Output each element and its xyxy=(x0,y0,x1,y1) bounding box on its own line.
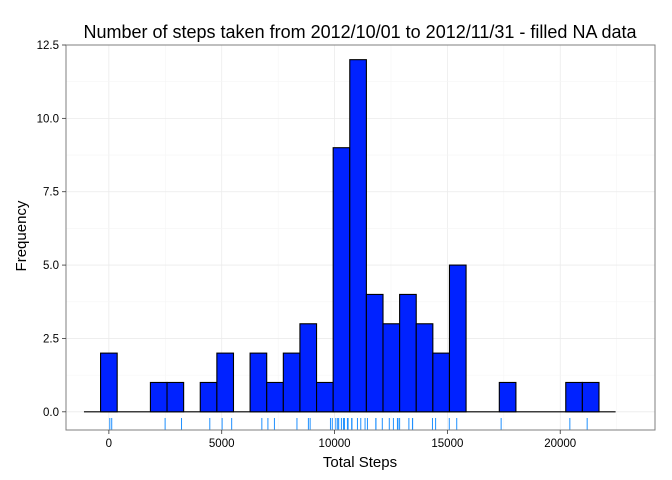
x-tick-label: 5000 xyxy=(209,438,235,450)
y-axis-title: Frequency xyxy=(13,200,30,271)
y-tick-label: 10.0 xyxy=(37,113,59,125)
histogram-bar xyxy=(249,352,268,413)
histogram-bar xyxy=(432,352,451,413)
x-tick-label: 0 xyxy=(106,438,112,450)
histogram-bar xyxy=(316,381,334,413)
histogram-bar xyxy=(166,381,185,413)
y-axis-ticks: 0.0 2.5 5.0 7.5 10.0 12.5 xyxy=(37,40,66,419)
histogram-bar xyxy=(216,352,235,413)
histogram-bar xyxy=(100,352,118,413)
y-tick-label: 0.0 xyxy=(43,407,59,419)
y-tick-label: 5.0 xyxy=(43,260,59,272)
rug-marks xyxy=(109,418,588,430)
histogram-bar xyxy=(399,293,417,413)
histogram-bar xyxy=(382,323,401,413)
histogram-bar xyxy=(581,381,600,413)
histogram-bar xyxy=(565,381,583,413)
x-tick-label: 10000 xyxy=(319,438,351,450)
histogram-bar xyxy=(282,352,301,413)
histogram-bar xyxy=(266,381,284,413)
histogram-bar xyxy=(349,59,367,413)
histogram-bar xyxy=(415,323,434,413)
y-tick-label: 12.5 xyxy=(37,40,59,52)
x-tick-label: 20000 xyxy=(544,438,576,450)
y-tick-label: 2.5 xyxy=(43,333,59,345)
histogram-bar xyxy=(365,293,384,413)
histogram-bar xyxy=(199,381,218,413)
x-tick-label: 15000 xyxy=(431,438,463,450)
histogram-bar xyxy=(498,381,517,413)
histogram-bar xyxy=(149,381,168,413)
histogram-bar xyxy=(299,323,318,413)
plot-panel-border xyxy=(65,44,656,431)
x-axis-title: Total Steps xyxy=(323,454,397,471)
chart-title: Number of steps taken from 2012/10/01 to… xyxy=(83,22,637,42)
x-axis-ticks: 0 5000 10000 15000 20000 xyxy=(106,430,576,450)
histogram-bar xyxy=(332,147,351,413)
histogram-bars xyxy=(83,59,616,413)
y-tick-label: 7.5 xyxy=(43,187,59,199)
histogram-bar xyxy=(448,264,467,413)
